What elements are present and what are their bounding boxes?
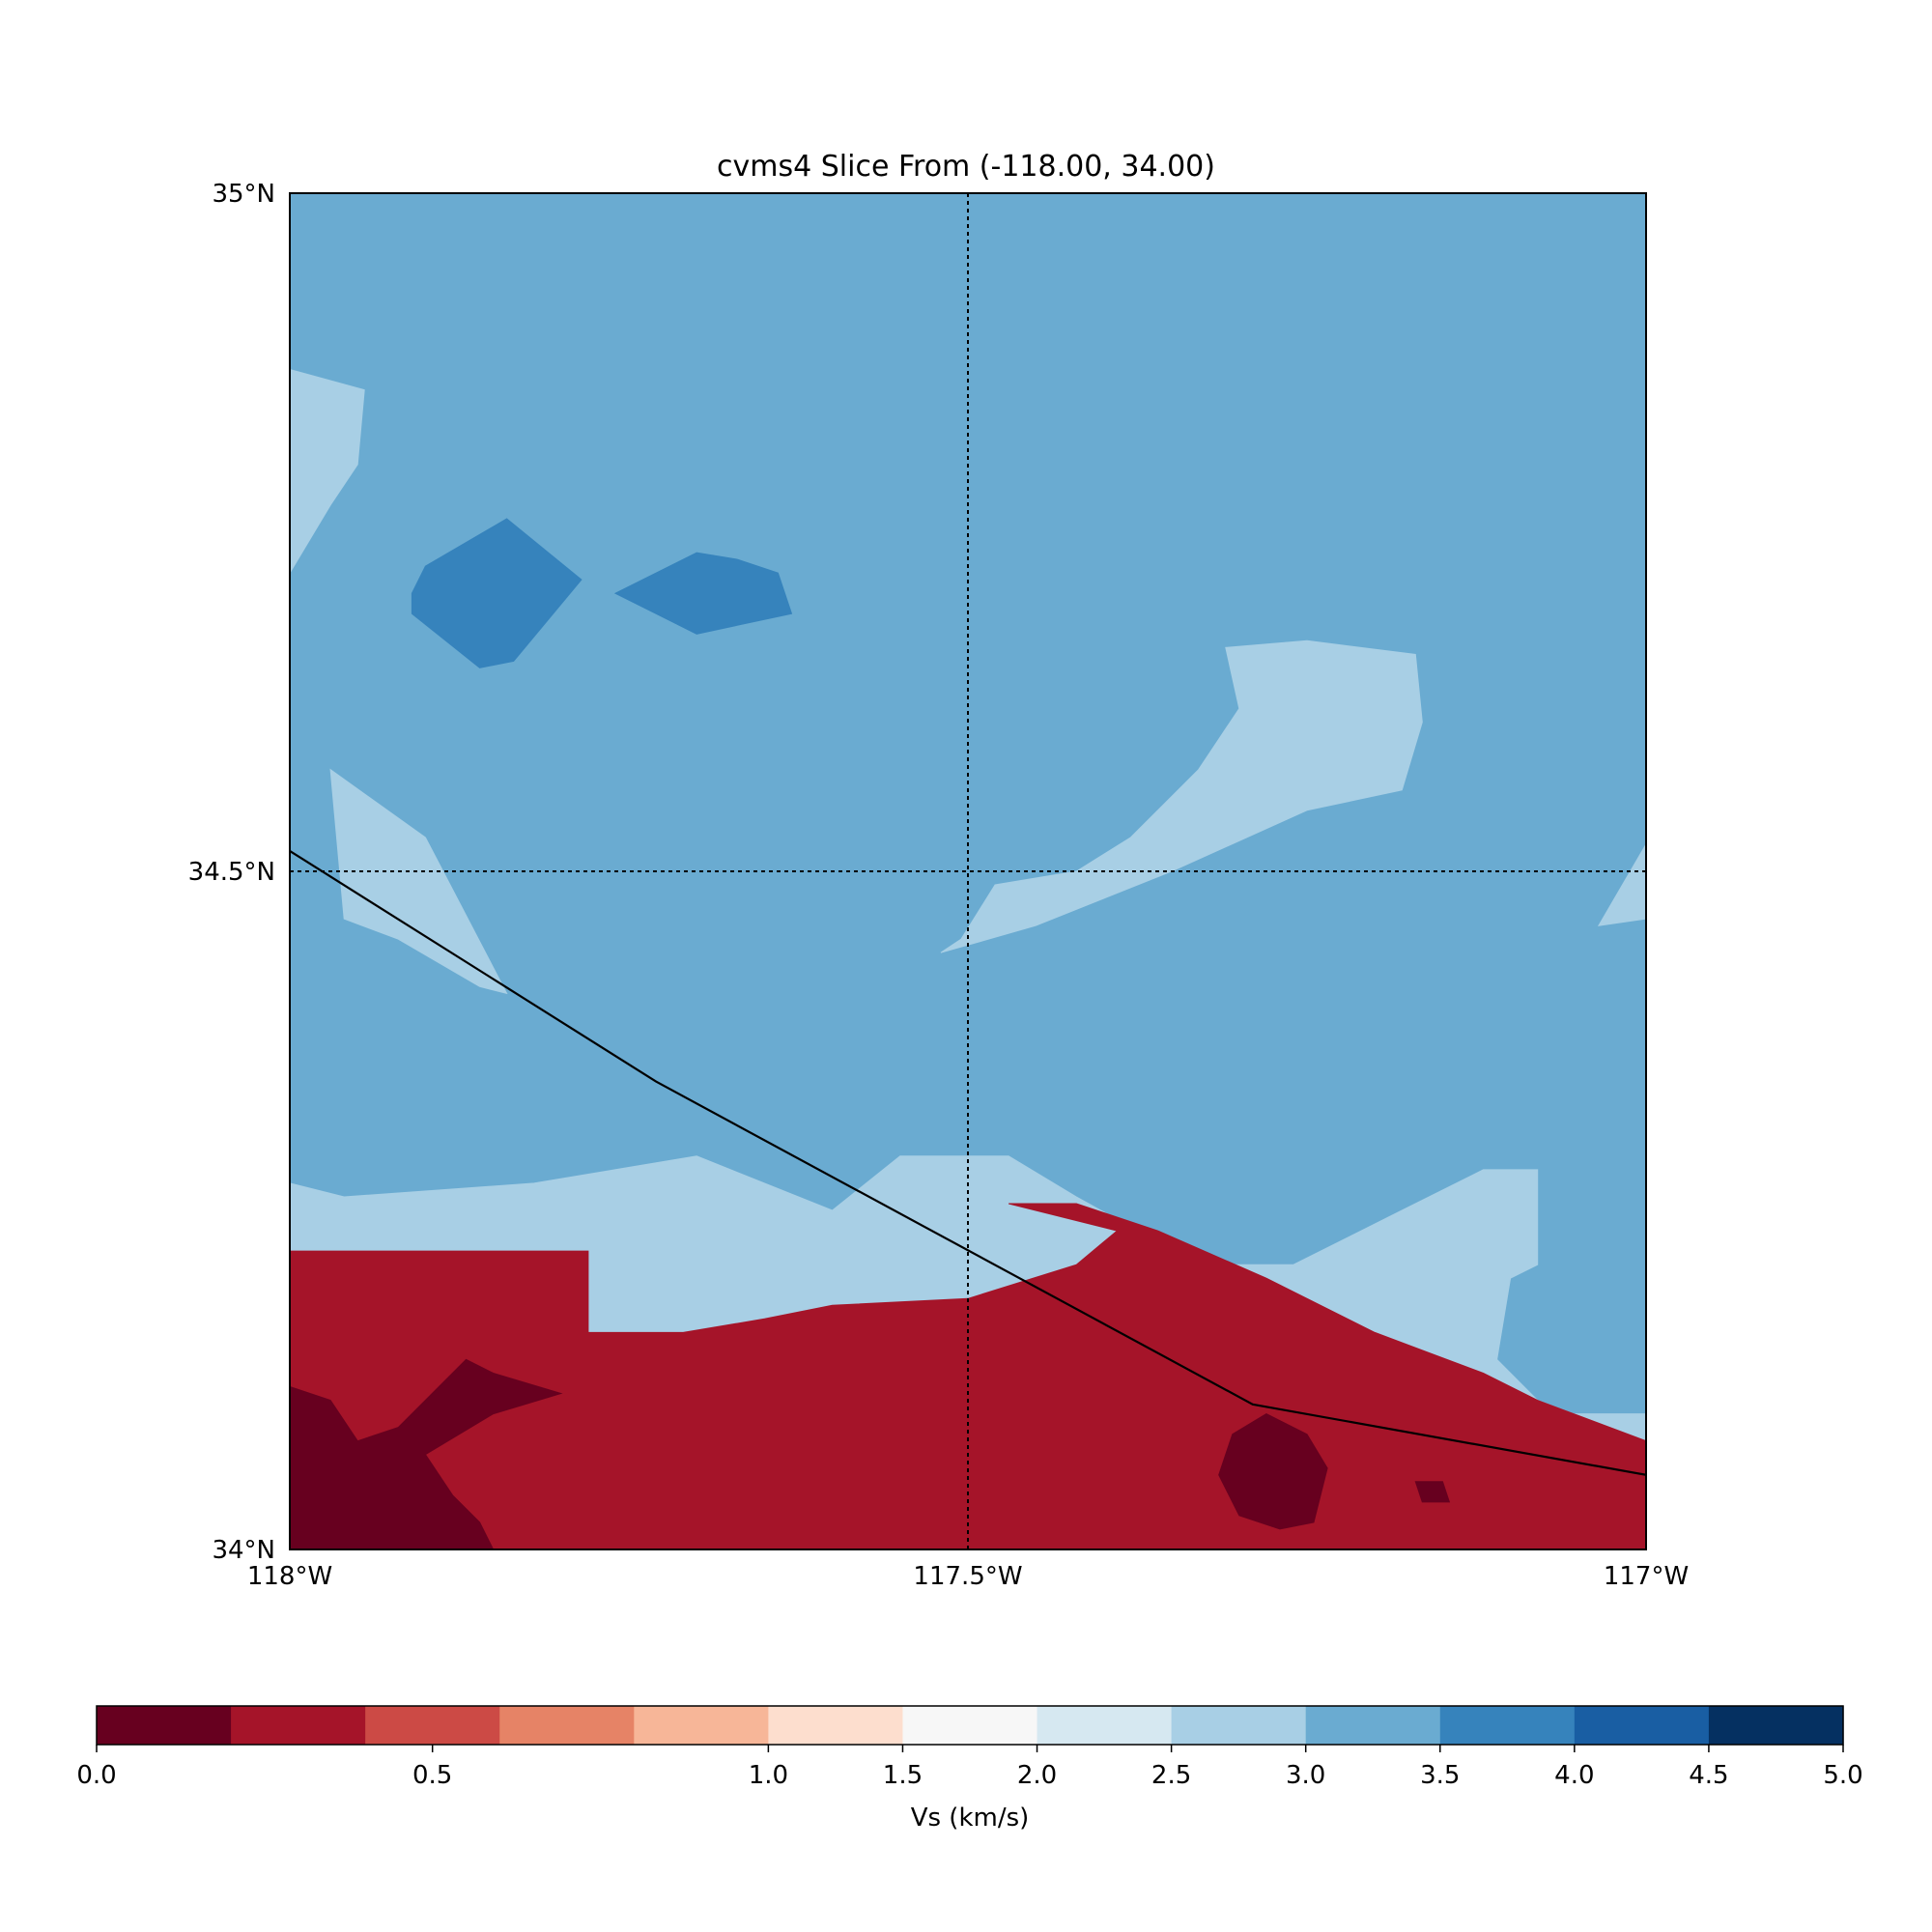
colorbar-tick-label: 4.5: [1689, 1761, 1728, 1790]
x-tick-labels: 118°W 117.5°W 117°W: [247, 1562, 1689, 1591]
colorbar-segment: [365, 1706, 500, 1745]
y-tick-labels: 34°N 34.5°N 35°N: [188, 180, 275, 1565]
region-vs-0.0-0.2-8: [290, 1358, 563, 1549]
colorbar-segment: [1439, 1706, 1576, 1745]
x-tick-label: 117°W: [1604, 1562, 1689, 1591]
plot-frame: [289, 192, 1647, 1550]
colorbar: 0.0 0.5 1.0 1.5 2.0 2.5 3.0 3.5 4.0 4.5 5.0 Vs (km…: [76, 1705, 1863, 1833]
colorbar-tick-label: 0.5: [412, 1761, 452, 1790]
colorbar-tick-label: 2.5: [1151, 1761, 1191, 1790]
region-vs-3.5-4.0-5: [411, 518, 582, 668]
region-vs-2.5-3.0-1: [290, 368, 365, 575]
region-vs-0.0-0.2-10: [1414, 1481, 1451, 1503]
colorbar-segment: [768, 1706, 904, 1745]
y-tick-label: 35°N: [212, 180, 275, 209]
colorbar-segment: [499, 1706, 635, 1745]
colorbar-segment: [1037, 1706, 1173, 1745]
region-vs-0.0-0.2-9: [1218, 1413, 1328, 1530]
fault-trace-layer: [290, 849, 1646, 1476]
colorbar-segment: [902, 1706, 1038, 1745]
colorbar-ticks: 0.0 0.5 1.0 1.5 2.0 2.5 3.0 3.5 4.0 4.5 5.0: [76, 1745, 1863, 1790]
colorbar-tick-label: 3.0: [1286, 1761, 1325, 1790]
fault-trace: [290, 849, 1646, 1476]
region-vs-2.5-3.0-4: [1597, 842, 1646, 926]
colorbar-tick-label: 1.5: [883, 1761, 923, 1790]
colorbar-segments: [97, 1706, 1844, 1745]
x-tick-label: 117.5°W: [913, 1562, 1022, 1591]
colorbar-segment: [1574, 1706, 1710, 1745]
colorbar-tick-label: 1.0: [749, 1761, 788, 1790]
region-vs-2.5-3.0-3: [940, 639, 1423, 953]
colorbar-segment: [634, 1706, 769, 1745]
colorbar-frame: [96, 1705, 1844, 1746]
plot-area: [289, 192, 1647, 1550]
y-tick-label: 34°N: [212, 1536, 275, 1565]
gridlines: [290, 193, 1646, 1549]
colorbar-tick-label: 5.0: [1823, 1761, 1862, 1790]
region-vs-2.5-3.0-2: [329, 768, 508, 995]
colorbar-segment: [97, 1706, 232, 1745]
colorbar-segment: [1171, 1706, 1307, 1745]
region-vs-3.5-4.0-6: [613, 552, 793, 635]
colorbar-segment: [231, 1706, 366, 1745]
chart-title: cvms4 Slice From (-118.00, 34.00): [717, 150, 1215, 184]
colorbar-tick-label: 3.5: [1420, 1761, 1460, 1790]
colorbar-tick-label: 0.0: [76, 1761, 116, 1790]
colorbar-label: Vs (km/s): [911, 1804, 1030, 1833]
colorbar-segment: [1708, 1706, 1844, 1745]
colorbar-tick-label: 2.0: [1017, 1761, 1057, 1790]
y-tick-label: 34.5°N: [188, 858, 275, 887]
colorbar-tick-label: 4.0: [1554, 1761, 1594, 1790]
colorbar-segment: [1305, 1706, 1441, 1745]
x-tick-label: 118°W: [247, 1562, 332, 1591]
